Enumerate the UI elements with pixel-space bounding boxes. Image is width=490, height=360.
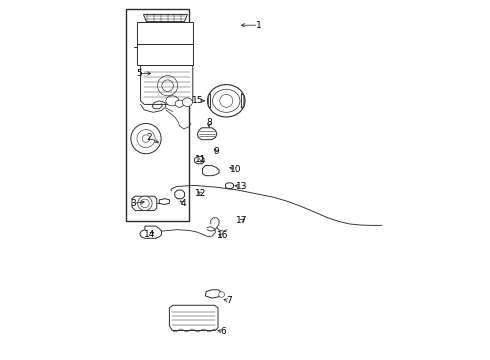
Ellipse shape [166, 96, 179, 106]
Polygon shape [202, 166, 219, 176]
Circle shape [220, 94, 233, 107]
Polygon shape [140, 226, 162, 238]
Text: 1: 1 [256, 21, 262, 30]
Circle shape [219, 292, 224, 297]
Polygon shape [175, 190, 185, 199]
Circle shape [131, 123, 161, 154]
Ellipse shape [182, 98, 193, 107]
Polygon shape [242, 94, 244, 108]
Polygon shape [126, 9, 189, 221]
Text: 17: 17 [236, 216, 248, 225]
Text: 16: 16 [217, 231, 228, 240]
Text: 8: 8 [206, 118, 212, 127]
Polygon shape [144, 14, 187, 22]
Circle shape [162, 80, 173, 91]
Polygon shape [159, 199, 170, 204]
Text: 10: 10 [230, 165, 242, 174]
Polygon shape [197, 128, 217, 140]
Polygon shape [205, 290, 221, 298]
Text: 6: 6 [220, 328, 226, 336]
Ellipse shape [213, 89, 240, 112]
Circle shape [138, 196, 152, 211]
Circle shape [137, 130, 155, 148]
Circle shape [157, 76, 178, 96]
Text: 5: 5 [136, 69, 142, 78]
Ellipse shape [175, 100, 184, 107]
Text: 15: 15 [193, 96, 204, 105]
Polygon shape [137, 22, 193, 44]
Text: 7: 7 [226, 296, 232, 305]
Text: 4: 4 [181, 199, 187, 208]
Circle shape [141, 199, 149, 208]
Text: 3: 3 [130, 199, 136, 208]
Polygon shape [170, 305, 218, 330]
Polygon shape [137, 44, 193, 65]
Ellipse shape [208, 85, 245, 117]
Polygon shape [208, 94, 210, 108]
Polygon shape [141, 66, 193, 104]
Polygon shape [148, 44, 153, 50]
Text: 14: 14 [144, 230, 155, 239]
Circle shape [142, 135, 150, 142]
Text: 12: 12 [196, 189, 207, 198]
Text: 9: 9 [213, 147, 219, 156]
Polygon shape [195, 157, 204, 164]
Polygon shape [225, 183, 233, 189]
Text: 13: 13 [236, 182, 247, 191]
Text: 11: 11 [196, 154, 207, 163]
Text: 2: 2 [147, 133, 152, 142]
Polygon shape [132, 196, 157, 211]
